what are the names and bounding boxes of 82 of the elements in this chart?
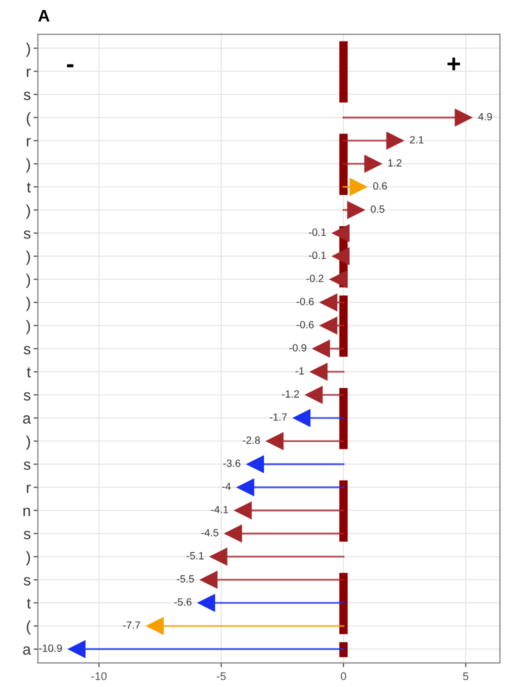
y-tick-label: ) xyxy=(26,250,30,265)
point xyxy=(246,456,264,473)
y-tick-label: s xyxy=(24,346,30,354)
y-tick-label: s xyxy=(24,230,30,239)
data-label: -5.6 xyxy=(174,598,192,606)
annotation: - xyxy=(67,64,74,68)
y-tick-label: ) xyxy=(26,296,30,312)
point xyxy=(312,340,330,358)
y-tick-label: s xyxy=(24,577,30,586)
data-label: 2.1 xyxy=(410,136,424,144)
point xyxy=(198,594,216,612)
y-tick-label: ) xyxy=(26,436,30,450)
annotation: + xyxy=(447,58,460,70)
data-label: -4.5 xyxy=(201,529,218,536)
y-tick-label: t xyxy=(26,367,31,378)
point xyxy=(200,571,218,588)
y-tick-label: ) xyxy=(26,274,30,288)
data-label: -0.6 xyxy=(296,320,314,328)
data-label: 0.5 xyxy=(370,205,384,213)
y-tick-label: ) xyxy=(26,158,30,172)
point xyxy=(237,478,254,496)
x-tick-label: 5 xyxy=(463,672,468,680)
y-tick-label: a xyxy=(23,415,31,424)
data-label: -5.1 xyxy=(186,552,204,560)
point xyxy=(146,617,164,635)
data-label: -1 xyxy=(296,367,304,374)
point xyxy=(347,201,364,219)
data-label: 0.6 xyxy=(373,182,387,190)
point xyxy=(320,317,338,334)
point xyxy=(386,132,404,150)
data-label: -1.2 xyxy=(282,390,299,398)
y-tick-label: s xyxy=(24,392,30,401)
point xyxy=(68,640,86,658)
data-label: -1.7 xyxy=(270,414,287,421)
y-tick-label: t xyxy=(26,182,31,193)
y-tick-label: r xyxy=(26,484,31,493)
point xyxy=(330,270,348,288)
y-tick-label: s xyxy=(24,92,30,100)
y-tick-label: ) xyxy=(26,320,30,334)
point xyxy=(310,363,328,380)
point xyxy=(224,524,242,542)
point xyxy=(293,409,310,427)
data-label: -0.1 xyxy=(308,228,326,236)
data-label: -0.6 xyxy=(296,298,314,306)
x-tick-label: -5 xyxy=(216,672,226,680)
point xyxy=(332,248,350,265)
x-tick-label: -10 xyxy=(91,672,107,680)
y-tick-label: s xyxy=(24,462,30,470)
point xyxy=(320,294,338,311)
data-label: -0.2 xyxy=(306,274,324,282)
data-label: -5.5 xyxy=(176,575,194,583)
point xyxy=(306,386,323,404)
data-label: -3.6 xyxy=(223,460,240,467)
point xyxy=(266,432,284,450)
point xyxy=(364,155,382,172)
y-tick-label: s xyxy=(24,530,30,540)
point xyxy=(454,109,472,126)
data-label: -7.7 xyxy=(123,622,140,629)
data-label: -2.8 xyxy=(242,436,260,444)
point xyxy=(234,502,252,519)
y-tick-label: n xyxy=(23,508,30,516)
y-tick-label: ) xyxy=(26,204,30,219)
y-tick-label: ) xyxy=(26,42,30,57)
y-tick-label: ( xyxy=(26,620,31,635)
point xyxy=(350,178,367,196)
x-tick-label: 0 xyxy=(340,672,346,680)
y-tick-label: t xyxy=(26,598,31,609)
y-tick-label: r xyxy=(26,138,31,146)
data-label: -0.9 xyxy=(289,344,306,352)
data-label: -4 xyxy=(222,482,231,490)
y-tick-label: a xyxy=(23,646,31,655)
y-tick-label: r xyxy=(26,68,31,77)
point xyxy=(332,224,350,242)
y-tick-label: ( xyxy=(26,112,31,126)
chart-title: A xyxy=(38,10,50,22)
data-label: -0.1 xyxy=(308,252,326,260)
data-label: -10.9 xyxy=(39,644,62,652)
data-label: -4.1 xyxy=(211,506,228,514)
y-tick-label: ) xyxy=(26,551,30,566)
data-label: 4.9 xyxy=(478,112,492,120)
data-label: 1.2 xyxy=(388,159,402,166)
point xyxy=(210,548,228,566)
